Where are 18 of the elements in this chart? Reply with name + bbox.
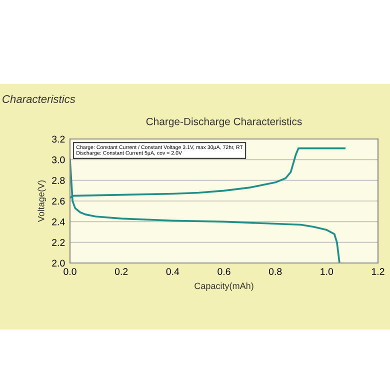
- x-tick-label: 0.4: [166, 268, 180, 275]
- chart-title: Charge-Discharge Characteristics: [146, 118, 302, 128]
- text: Characteristics: [2, 94, 76, 103]
- y-tick-label: 2.0: [52, 260, 65, 267]
- x-axis-title: Capacity(mAh): [194, 282, 254, 291]
- x-tick-label: 0.6: [218, 268, 230, 275]
- y-tick-label: 2.4: [52, 218, 65, 226]
- y-tick-label: 2.2: [52, 239, 65, 246]
- y-tick-label: 2.6: [52, 198, 65, 205]
- x-tick-label: 0.2: [114, 268, 128, 275]
- x-tick-label: 1.0: [320, 268, 334, 275]
- x-tick-label: 1.2: [372, 268, 384, 275]
- y-tick-label: 3.2: [52, 136, 65, 143]
- y-axis-title: Voltage(V): [38, 180, 46, 222]
- x-tick-label: 0.8: [268, 268, 282, 275]
- x-tick-label: 0.0: [64, 268, 76, 275]
- y-tick-label: 3.0: [52, 156, 65, 164]
- y-tick-label: 2.8: [52, 177, 65, 184]
